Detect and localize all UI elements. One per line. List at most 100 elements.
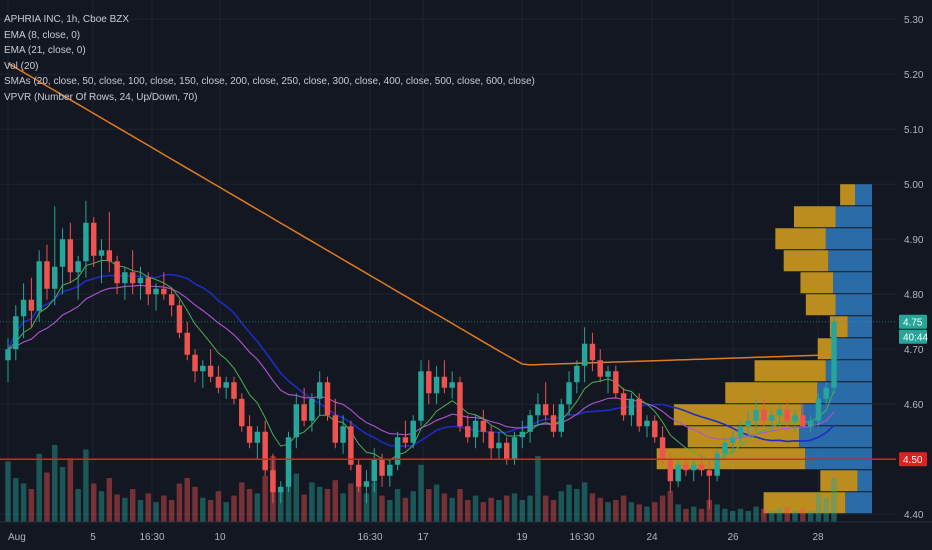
candle-body bbox=[737, 426, 744, 438]
volume-bar bbox=[192, 486, 198, 522]
volume-bar bbox=[316, 486, 323, 522]
volume-bar bbox=[98, 491, 105, 522]
volume-bar bbox=[792, 511, 798, 522]
candle-body bbox=[807, 420, 814, 427]
time-axis[interactable]: Aug 5 16:30 10 16:30 17 19 16:30 24 26 28 bbox=[0, 521, 932, 550]
volume-bar bbox=[768, 511, 775, 522]
volume-bar bbox=[589, 493, 596, 522]
candle-body bbox=[644, 420, 650, 427]
volume-bar bbox=[332, 480, 339, 522]
candle-body bbox=[574, 365, 580, 383]
candle-body bbox=[168, 294, 175, 306]
volume-bar bbox=[387, 500, 393, 522]
candle-body bbox=[815, 398, 822, 421]
candle-body bbox=[535, 404, 541, 416]
volume-bar bbox=[106, 478, 113, 522]
volume-bar bbox=[44, 472, 50, 522]
candle-body bbox=[691, 464, 697, 471]
last-price-label-badge bbox=[899, 314, 927, 329]
volume-bar bbox=[831, 478, 837, 522]
volume-profile-down-bar bbox=[754, 360, 826, 382]
candle-body bbox=[566, 382, 572, 405]
volume-bar bbox=[698, 508, 705, 522]
candle-body bbox=[44, 261, 50, 289]
volume-bar bbox=[340, 493, 346, 522]
candle-body bbox=[278, 486, 284, 493]
candle-body bbox=[652, 420, 658, 438]
legend-volume[interactable]: Vol (20) bbox=[4, 60, 39, 72]
volume-bar bbox=[239, 482, 245, 522]
candle-body bbox=[659, 437, 666, 460]
sma-orange-line bbox=[7, 62, 835, 366]
volume-bar bbox=[496, 500, 502, 522]
candle-body bbox=[768, 415, 775, 421]
volume-profile-up-bar bbox=[857, 470, 872, 492]
volume-profile-down-bar bbox=[725, 382, 818, 404]
legend-vpvr[interactable]: VPVR (Number Of Rows, 24, Up/Down, 70) bbox=[4, 91, 198, 103]
candle-body bbox=[184, 332, 190, 355]
volume-bar bbox=[363, 493, 370, 522]
volume-profile-up-bar bbox=[825, 228, 872, 250]
candle-body bbox=[215, 376, 222, 388]
legend-ema-8[interactable]: EMA (8, close, 0) bbox=[4, 29, 81, 41]
volume-bar bbox=[200, 497, 206, 522]
price-levels bbox=[0, 321, 896, 460]
candle-body bbox=[823, 387, 829, 399]
volume-bar bbox=[527, 495, 533, 522]
volume-bar bbox=[433, 484, 440, 522]
price-tick-label: 5.10 bbox=[904, 125, 924, 136]
candle-body bbox=[223, 382, 229, 388]
volume-bar bbox=[628, 502, 635, 522]
volume-bar bbox=[722, 508, 728, 522]
candle-body bbox=[20, 299, 27, 317]
volume-bar bbox=[278, 489, 284, 522]
candle-body bbox=[363, 481, 370, 487]
candle-body bbox=[698, 464, 705, 471]
candle-body bbox=[59, 239, 66, 267]
legend-smas[interactable]: SMAs (20, close, 50, close, 100, close, … bbox=[4, 76, 535, 87]
volume-bar bbox=[714, 504, 720, 522]
volume-bar bbox=[683, 508, 689, 522]
candle-body bbox=[192, 354, 198, 372]
legend-symbol[interactable]: APHRIA INC, 1h, Cboe BZX bbox=[4, 14, 130, 25]
candle-body bbox=[441, 376, 448, 388]
candle-body bbox=[207, 365, 214, 377]
volume-bar bbox=[59, 467, 66, 522]
volume-bar bbox=[145, 493, 151, 522]
candle-body bbox=[371, 459, 377, 482]
legend-ema-21[interactable]: EMA (21, close, 0) bbox=[4, 45, 86, 56]
volume-bar bbox=[542, 495, 549, 522]
volume-profile-up-bar bbox=[825, 360, 872, 382]
volume-bar bbox=[215, 491, 222, 522]
candle-body bbox=[239, 398, 245, 427]
candle-body bbox=[293, 404, 300, 438]
volume-bar bbox=[441, 493, 448, 522]
volume-bar bbox=[184, 478, 190, 522]
volume-bar bbox=[324, 489, 331, 522]
candle-body bbox=[387, 464, 393, 476]
candle-body bbox=[613, 371, 619, 394]
volume-bar bbox=[800, 508, 806, 522]
price-tick-label: 4.90 bbox=[904, 235, 924, 246]
candle-body bbox=[316, 382, 323, 399]
volume-bar bbox=[784, 506, 790, 522]
candle-body bbox=[5, 349, 11, 361]
price-tick-label: 5.30 bbox=[904, 15, 924, 26]
volume-bar bbox=[394, 489, 401, 522]
candle-body bbox=[13, 316, 19, 350]
volume-bar bbox=[301, 494, 307, 522]
candle-body bbox=[75, 261, 81, 273]
price-tick-label: 4.60 bbox=[904, 400, 924, 411]
volume-bar bbox=[558, 491, 564, 522]
candle-body bbox=[36, 261, 42, 311]
volume-bar bbox=[581, 482, 588, 522]
time-tick-label: 16:30 bbox=[139, 532, 164, 543]
volume-bar bbox=[418, 464, 424, 522]
candle-body bbox=[457, 382, 463, 427]
volume-bar bbox=[114, 494, 120, 522]
time-tick-label: 16:30 bbox=[569, 532, 594, 543]
volume-bar bbox=[511, 493, 518, 522]
candle-body bbox=[519, 431, 526, 438]
price-axis[interactable]: 5.30 5.20 5.10 5.00 4.90 4.80 4.70 4.60 4.50 4.40… bbox=[896, 0, 932, 550]
